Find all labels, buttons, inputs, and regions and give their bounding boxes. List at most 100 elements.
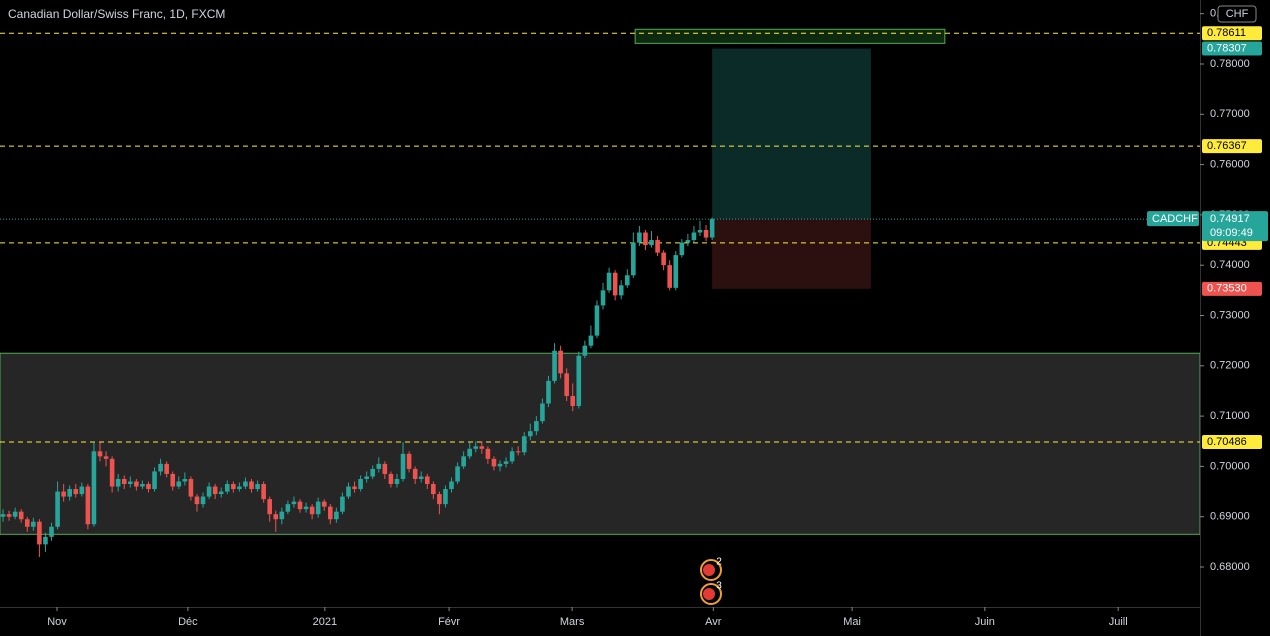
candle-body bbox=[146, 484, 151, 490]
candle-body bbox=[121, 478, 127, 485]
candle-body bbox=[291, 501, 297, 505]
candle-body bbox=[103, 456, 109, 459]
symbol-tag: CADCHF bbox=[1152, 213, 1198, 225]
candle-body bbox=[194, 496, 200, 505]
x-tick-label: Déc bbox=[178, 616, 198, 628]
candle-body bbox=[637, 232, 642, 243]
candle-body bbox=[164, 463, 169, 474]
candle-body bbox=[309, 506, 315, 515]
y-tick-label: 0.78000 bbox=[1210, 58, 1250, 70]
candle-body bbox=[188, 478, 194, 497]
candle-body bbox=[134, 481, 139, 487]
candle-body bbox=[24, 519, 30, 527]
candle-body bbox=[37, 521, 42, 545]
candle-body bbox=[297, 501, 303, 510]
candle-body bbox=[200, 496, 206, 505]
candle-body bbox=[576, 355, 582, 407]
candle-body bbox=[503, 461, 509, 464]
candle-body bbox=[588, 335, 594, 346]
candle-body bbox=[370, 468, 376, 477]
y-tick-label: 0.70000 bbox=[1210, 460, 1250, 472]
candle-body bbox=[109, 458, 115, 487]
x-tick-label: 2021 bbox=[313, 616, 337, 628]
candle-body bbox=[437, 494, 442, 505]
candle-body bbox=[49, 526, 54, 537]
candle-body bbox=[673, 255, 679, 288]
candle-body bbox=[703, 229, 709, 238]
candle-body bbox=[340, 496, 345, 512]
level-label-bg bbox=[1202, 26, 1262, 41]
y-tick-label: 0.76000 bbox=[1210, 158, 1250, 170]
candle-body bbox=[243, 481, 248, 487]
target-area bbox=[712, 48, 871, 220]
currency: CHF bbox=[1226, 8, 1249, 20]
candle-body bbox=[267, 499, 272, 515]
level-label: 0.78611 bbox=[1207, 27, 1246, 39]
candle-body bbox=[85, 486, 91, 525]
candle-body bbox=[521, 436, 527, 453]
candle-body bbox=[303, 506, 309, 510]
candle-body bbox=[328, 506, 333, 520]
x-tick-label: Nov bbox=[47, 616, 67, 628]
candle-body bbox=[255, 484, 260, 490]
candle-body bbox=[315, 501, 321, 515]
x-tick-label: Juill bbox=[1109, 616, 1128, 628]
candle-body bbox=[261, 484, 266, 500]
target-label: 0.78307 bbox=[1207, 42, 1247, 54]
price-axis-bg bbox=[1200, 0, 1270, 636]
x-tick-label: Avr bbox=[705, 616, 722, 628]
candle-body bbox=[612, 272, 618, 296]
candle-body bbox=[534, 421, 539, 432]
resistance-box bbox=[634, 28, 946, 44]
stop-area bbox=[712, 219, 871, 289]
candle-body bbox=[212, 486, 218, 495]
chart-title: Canadian Dollar/Swiss Franc, 1D, FXCM bbox=[8, 7, 225, 21]
candle-body bbox=[352, 486, 357, 490]
candle-body bbox=[321, 501, 327, 507]
candle-body bbox=[400, 453, 406, 479]
currency-bg bbox=[1217, 5, 1257, 23]
candle-body bbox=[624, 275, 630, 286]
candle-body bbox=[61, 491, 66, 497]
level-label: 0.70486 bbox=[1207, 436, 1247, 448]
candle-body bbox=[128, 481, 133, 485]
candle-body bbox=[515, 451, 521, 453]
candle-body bbox=[18, 511, 24, 520]
candle-body bbox=[12, 511, 18, 517]
candle-body bbox=[679, 242, 685, 256]
target-label-bg bbox=[1202, 41, 1262, 56]
candle-body bbox=[443, 489, 448, 505]
level-label-bg bbox=[1202, 139, 1262, 154]
event-flag bbox=[703, 588, 715, 600]
candle-body bbox=[364, 476, 369, 479]
candle-body bbox=[618, 285, 624, 296]
candle-body bbox=[431, 484, 436, 495]
candle-body bbox=[115, 478, 121, 487]
candle-body bbox=[231, 484, 236, 490]
x-tick-label: Juin bbox=[975, 616, 995, 628]
candle-body bbox=[491, 458, 497, 467]
candle-body bbox=[455, 466, 460, 482]
candle-body bbox=[55, 491, 60, 527]
stop-label-bg bbox=[1202, 281, 1262, 296]
candle-body bbox=[667, 265, 672, 288]
y-tick-label: 0.77000 bbox=[1210, 108, 1250, 120]
candle-body bbox=[552, 350, 557, 381]
candle-body bbox=[558, 350, 563, 374]
last-price-label: 0.74917 bbox=[1210, 213, 1250, 225]
candle-body bbox=[691, 232, 697, 241]
candle-body bbox=[140, 484, 145, 487]
event-count: 3 bbox=[716, 581, 722, 592]
level-label-bg bbox=[1202, 434, 1262, 449]
candle-body bbox=[546, 380, 551, 404]
candle-body bbox=[685, 240, 691, 243]
countdown: 09:09:49 bbox=[1210, 227, 1253, 239]
y-tick-label: 0.73000 bbox=[1210, 309, 1250, 321]
candle-body bbox=[43, 536, 48, 545]
level-label: 0.76367 bbox=[1207, 140, 1247, 152]
candle-body bbox=[467, 448, 472, 457]
y-tick-label: 0.68000 bbox=[1210, 561, 1250, 573]
candle-body bbox=[334, 511, 339, 520]
candle-body bbox=[509, 451, 515, 462]
